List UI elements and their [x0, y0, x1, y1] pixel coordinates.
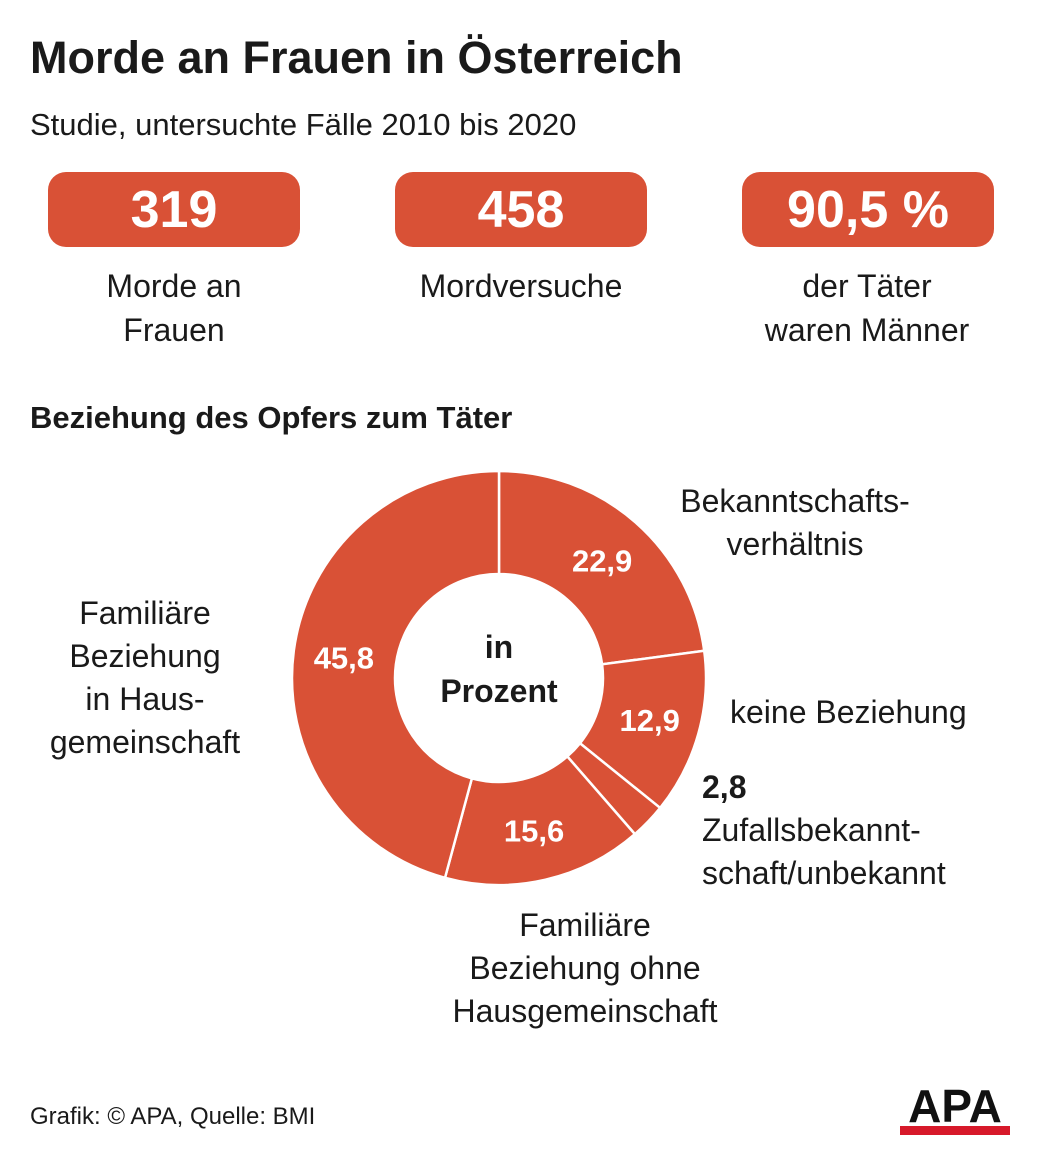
center-label-in: in [485, 629, 513, 665]
stat-badge-murders: 319 [48, 172, 300, 247]
center-label-prozent: Prozent [440, 673, 558, 709]
annotation-line: Hausgemeinschaft [452, 993, 718, 1029]
annotation-in-hausgemeinschaft: Familiäre Beziehung in Haus- gemeinschaf… [20, 592, 270, 764]
stat-label-male-share: der Täter waren Männer [717, 264, 1017, 352]
annotation-line: schaft/unbekannt [702, 855, 946, 891]
annotation-keine-beziehung: keine Beziehung [730, 691, 1030, 734]
page-subtitle: Studie, untersuchte Fälle 2010 bis 2020 [30, 107, 577, 142]
apa-logo-bar [900, 1126, 1010, 1135]
donut-value-label-in-hausgemeinschaft: 45,8 [314, 640, 374, 675]
stat-label-line: Frauen [123, 312, 225, 348]
donut-value-label-ohne-hausgemeinschaft: 15,6 [504, 814, 564, 849]
annotation-bekanntschaft: Bekanntschafts- verhältnis [640, 480, 950, 566]
source-footer: Grafik: © APA, Quelle: BMI [30, 1103, 316, 1130]
donut-value-label-keine-beziehung: 12,9 [620, 703, 680, 738]
stat-badge-male-share: 90,5 % [742, 172, 994, 247]
apa-logo: APA [900, 1082, 1010, 1135]
stat-label-line: waren Männer [764, 312, 970, 348]
annotation-line: verhältnis [726, 526, 864, 562]
annotation-line: Familiäre [79, 595, 211, 631]
stat-label-line: der Täter [802, 268, 932, 304]
donut-slices [290, 469, 708, 887]
stat-label-line: Mordversuche [419, 268, 623, 304]
donut-slice-in-hausgemeinschaft [290, 469, 501, 880]
donut-value-labels: 22,9 12,9 15,6 45,8 [314, 543, 680, 848]
stat-label-attempts: Mordversuche [371, 264, 671, 308]
stat-badge-attempts: 458 [395, 172, 647, 247]
donut-value-label-bekanntschaft: 22,9 [572, 543, 632, 578]
stat-label-murders: Morde an Frauen [24, 264, 324, 352]
annotation-line: keine Beziehung [730, 694, 967, 730]
page-title: Morde an Frauen in Österreich [30, 32, 683, 83]
annotation-line: Zufallsbekannt- [702, 812, 921, 848]
annotation-line: Beziehung [69, 638, 221, 674]
annotation-line: gemeinschaft [49, 724, 241, 760]
donut-slice-bekanntschaft [497, 469, 706, 666]
annotation-line: Familiäre [519, 907, 651, 943]
apa-logo-text: APA [908, 1082, 1002, 1132]
annotation-line: Beziehung ohne [469, 950, 701, 986]
annotation-line: Bekanntschafts- [680, 483, 910, 519]
annotation-ohne-hausgemeinschaft: Familiäre Beziehung ohne Hausgemeinschaf… [420, 904, 750, 1033]
annotation-zufallsbekanntschaft: 2,8 Zufallsbekannt- schaft/unbekannt [702, 766, 1022, 895]
annotation-line: in Haus- [85, 681, 205, 717]
annotation-value: 2,8 [702, 769, 747, 805]
stat-label-line: Morde an [106, 268, 242, 304]
donut-slice-ohne-hausgemeinschaft [443, 754, 637, 887]
section-title: Beziehung des Opfers zum Täter [30, 400, 513, 435]
